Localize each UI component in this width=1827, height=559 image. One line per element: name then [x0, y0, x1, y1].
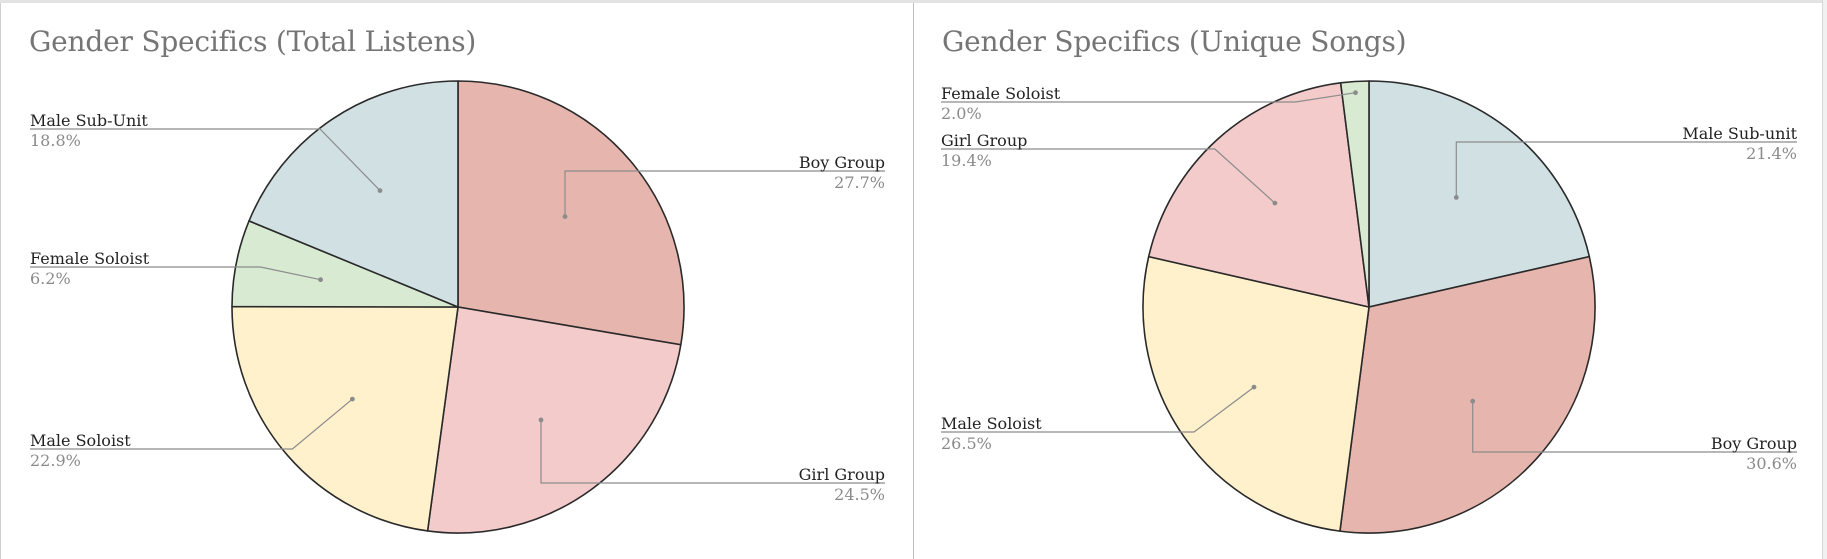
- slice-percent: 24.5%: [834, 485, 885, 504]
- pie-slice-male-soloist[interactable]: [231, 305, 459, 532]
- leader-dot: [1272, 200, 1278, 206]
- leader-dot: [562, 214, 568, 220]
- slice-name: Female Soloist: [941, 84, 1061, 103]
- pie-slices: [231, 80, 685, 534]
- slice-percent: 22.9%: [30, 451, 81, 470]
- leader-line: [30, 266, 321, 281]
- slice-percent: 19.4%: [941, 151, 992, 170]
- pie-slice-male-sub-unit[interactable]: [1368, 80, 1591, 308]
- leader-line: [941, 386, 1255, 433]
- pie-slices: [1142, 80, 1596, 534]
- slice-percent: 27.7%: [834, 173, 885, 192]
- leader-line: [564, 170, 885, 217]
- leader-line: [941, 92, 1356, 103]
- pie-slice-male-sub-unit[interactable]: [248, 80, 459, 308]
- leader-dot: [1470, 398, 1476, 404]
- slice-name: Female Soloist: [30, 249, 150, 268]
- pie-slice-girl-group[interactable]: [426, 306, 682, 534]
- slice-name: Male Sub-unit: [1682, 124, 1797, 143]
- leader-line: [1472, 401, 1797, 453]
- pie-slice-female-soloist[interactable]: [1339, 80, 1370, 308]
- pie-slice-male-soloist[interactable]: [1142, 255, 1370, 532]
- leader-dot: [1353, 90, 1358, 96]
- leader-line: [30, 128, 381, 192]
- pie-slice-boy-group[interactable]: [457, 80, 685, 346]
- leader-line: [1455, 141, 1797, 198]
- slice-name: Girl Group: [799, 465, 885, 484]
- leader-dot: [538, 417, 544, 423]
- slice-name: Male Soloist: [941, 414, 1042, 433]
- leader-dot: [377, 188, 383, 194]
- slice-percent: 26.5%: [941, 434, 992, 453]
- leader-dot: [1453, 195, 1459, 200]
- slice-percent: 18.8%: [30, 131, 81, 150]
- sheet-edge: [1822, 0, 1827, 559]
- pie-slice-boy-group[interactable]: [1339, 255, 1596, 534]
- slice-name: Boy Group: [1711, 434, 1797, 453]
- slice-percent: 21.4%: [1746, 144, 1797, 163]
- chart-title: Gender Specifics (Unique Songs): [942, 25, 1407, 58]
- pie-slice-girl-group[interactable]: [1147, 81, 1370, 308]
- slice-percent: 6.2%: [30, 269, 71, 288]
- leader-line: [540, 419, 885, 484]
- slice-name: Male Sub-Unit: [30, 111, 148, 130]
- leader-dot: [318, 277, 323, 283]
- chart-title: Gender Specifics (Total Listens): [29, 25, 477, 58]
- chart-panel-unique-songs[interactable]: Gender Specifics (Unique Songs) Male Sub…: [913, 3, 1823, 559]
- slice-name: Male Soloist: [30, 431, 131, 450]
- slice-percent: 2.0%: [941, 104, 982, 123]
- grid-header-line: [0, 0, 1827, 3]
- chart-panel-total-listens[interactable]: Gender Specifics (Total Listens) Boy Gro…: [0, 3, 913, 559]
- slice-percent: 30.6%: [1746, 454, 1797, 473]
- leader-line: [941, 148, 1276, 204]
- leader-dot: [1251, 384, 1257, 390]
- slice-name: Boy Group: [799, 153, 885, 172]
- leader-line: [30, 398, 353, 450]
- leader-dot: [350, 396, 355, 402]
- slice-name: Girl Group: [941, 131, 1027, 150]
